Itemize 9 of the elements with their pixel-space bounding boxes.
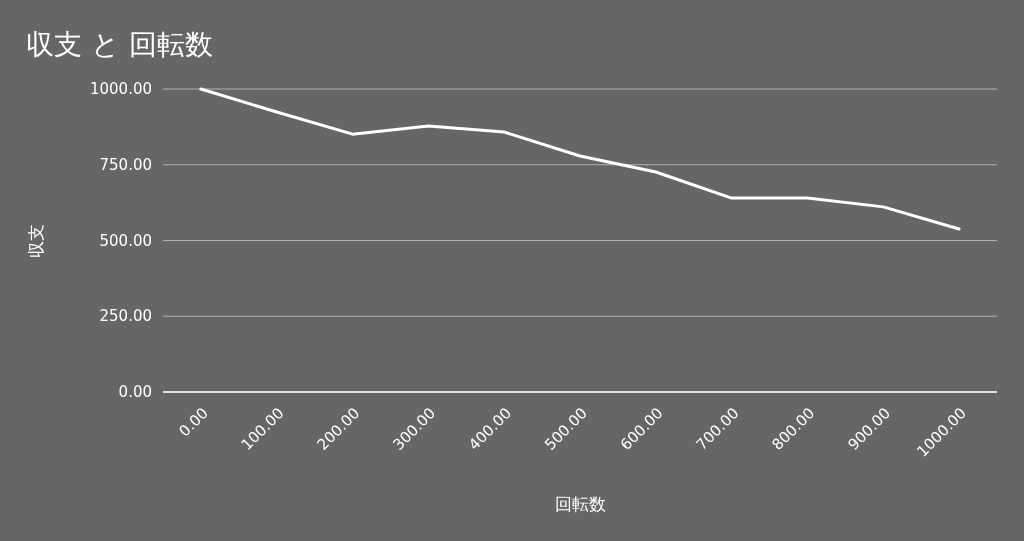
title: 収支 と 回転数 (26, 28, 213, 61)
ylabel: 収支 (26, 223, 46, 258)
line-series (199, 87, 961, 231)
ytick: 0.00 (118, 383, 152, 401)
xlabel: 回転数 (554, 494, 606, 514)
ytick: 1000.00 (89, 80, 152, 98)
ytick: 250.00 (99, 307, 152, 326)
ytick: 750.00 (99, 155, 152, 174)
ytick: 500.00 (99, 231, 152, 250)
